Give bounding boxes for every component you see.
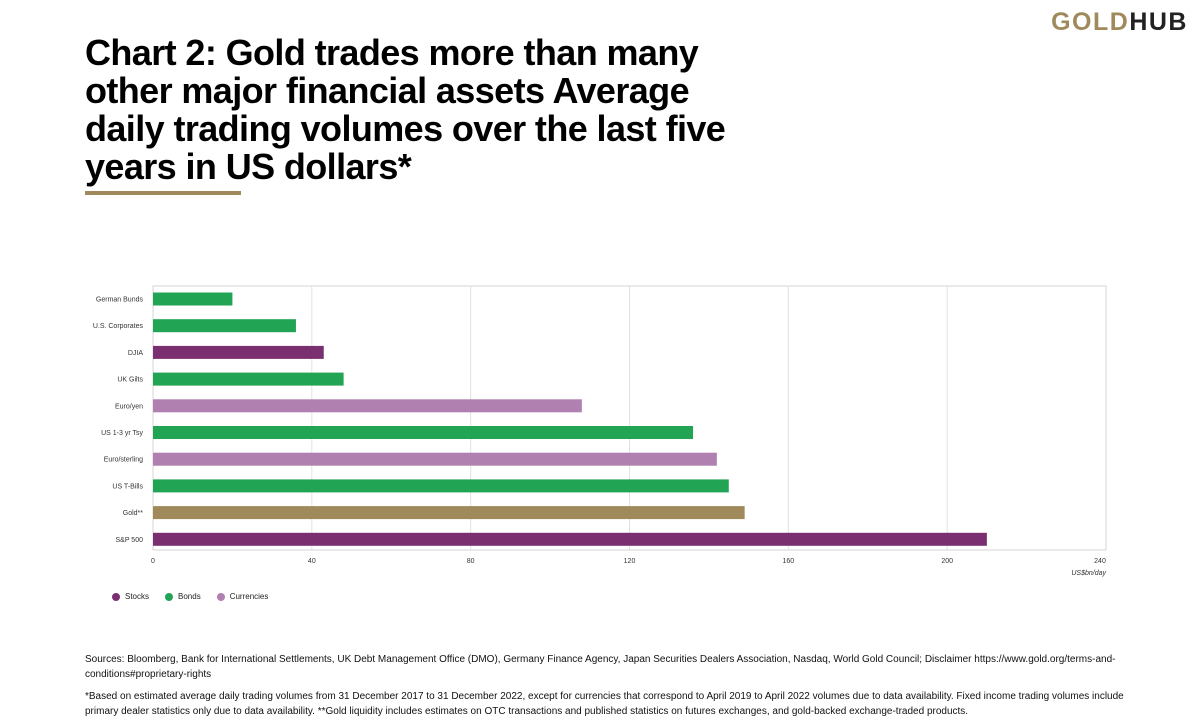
title-underline xyxy=(85,191,241,195)
legend-item-bonds: Bonds xyxy=(165,592,201,601)
y-category-label: Euro/sterling xyxy=(104,457,143,464)
legend-label: Stocks xyxy=(125,592,150,601)
y-category-label: UK Gilts xyxy=(117,377,143,384)
x-tick-label: 120 xyxy=(624,558,636,565)
bar-u-s-corporates xyxy=(153,319,296,333)
x-tick-label: 200 xyxy=(941,558,953,565)
bar-german-bunds xyxy=(153,292,233,306)
bar-euro-yen xyxy=(153,399,582,413)
logo-gold-text: GOLD xyxy=(1051,8,1130,36)
x-tick-label: 80 xyxy=(467,558,475,565)
legend-swatch xyxy=(216,592,225,601)
bar-uk-gilts xyxy=(153,372,344,386)
chart-legend: Stocks Bonds Currencies xyxy=(112,592,268,601)
y-category-label: US T-Bills xyxy=(112,483,143,490)
y-category-label: Gold** xyxy=(123,510,144,517)
y-category-label: German Bunds xyxy=(96,297,144,304)
legend-label: Bonds xyxy=(178,592,201,601)
sources-text: Sources: Bloomberg, Bank for Internation… xyxy=(85,654,1116,680)
x-tick-label: 160 xyxy=(782,558,794,565)
bar-gold xyxy=(153,506,745,520)
x-tick-label: 0 xyxy=(151,558,155,565)
x-axis-unit-label: US$bn/day xyxy=(1071,570,1106,577)
y-category-label: DJIA xyxy=(128,350,144,357)
bar-us-t-bills xyxy=(153,479,729,493)
y-category-label: Euro/yen xyxy=(115,403,143,410)
logo-hub-text: HUB xyxy=(1129,8,1188,36)
x-tick-label: 240 xyxy=(1094,558,1106,565)
goldhub-logo[interactable]: GOLDHUB xyxy=(1051,8,1188,37)
y-category-label: U.S. Corporates xyxy=(93,323,144,330)
legend-swatch xyxy=(112,592,120,601)
bar-chart: 0 40 80 120 160 200 240 US$bn/day German Bunds U.… xyxy=(93,285,1107,577)
bar-us-1-3-yr-tsy xyxy=(153,426,694,439)
legend-item-currencies: Currencies xyxy=(216,592,269,601)
bar-djia xyxy=(153,345,324,359)
x-tick-label: 40 xyxy=(308,558,316,565)
footnote-text: *Based on estimated average daily tradin… xyxy=(85,691,1124,717)
legend-label: Currencies xyxy=(229,592,269,601)
legend-swatch xyxy=(165,592,174,601)
legend-item-stocks: Stocks xyxy=(112,592,149,601)
y-category-label: US 1-3 yr Tsy xyxy=(101,430,143,437)
chart-title: Chart 2: Gold trades more than many othe… xyxy=(85,32,726,187)
bar-euro-sterling xyxy=(153,452,717,466)
y-category-label: S&P 500 xyxy=(115,537,143,544)
bar-s-p-500 xyxy=(153,532,987,546)
